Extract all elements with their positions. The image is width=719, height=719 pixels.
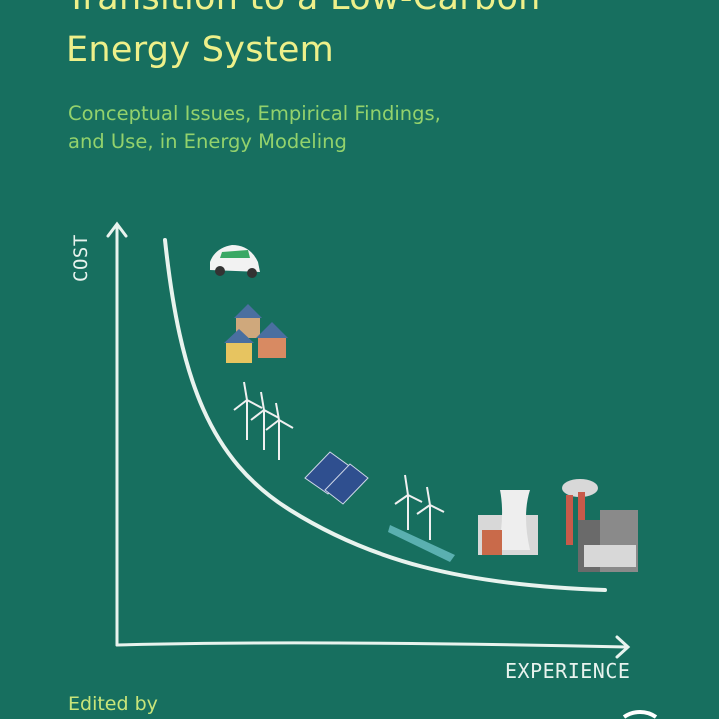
- coal-plant-icon: [562, 479, 638, 572]
- offshore-wind-icon: [388, 474, 455, 562]
- title-line-1: Transition to a Low-Carbon: [66, 0, 541, 18]
- edited-by-label: Edited by: [68, 693, 158, 715]
- solar-panels-icon: [304, 451, 369, 505]
- nuclear-plant-icon: [478, 490, 538, 555]
- cost-curve: [163, 238, 607, 592]
- x-axis-label: EXPERIENCE: [505, 659, 631, 683]
- subtitle-line-2: and Use, in Energy Modeling: [68, 130, 347, 153]
- x-axis: [115, 641, 629, 649]
- wind-turbines-icon: [233, 381, 294, 460]
- x-axis-arrow-icon: [615, 635, 631, 659]
- publisher-logo-icon: [622, 709, 658, 719]
- solar-houses-icon: [224, 304, 288, 363]
- y-axis-arrow-icon: [106, 221, 128, 238]
- subtitle-line-1: Conceptual Issues, Empirical Findings,: [68, 102, 441, 125]
- title-line-2: Energy System: [66, 30, 335, 70]
- electric-car-icon: [210, 245, 260, 278]
- y-axis-label: COST: [70, 234, 92, 282]
